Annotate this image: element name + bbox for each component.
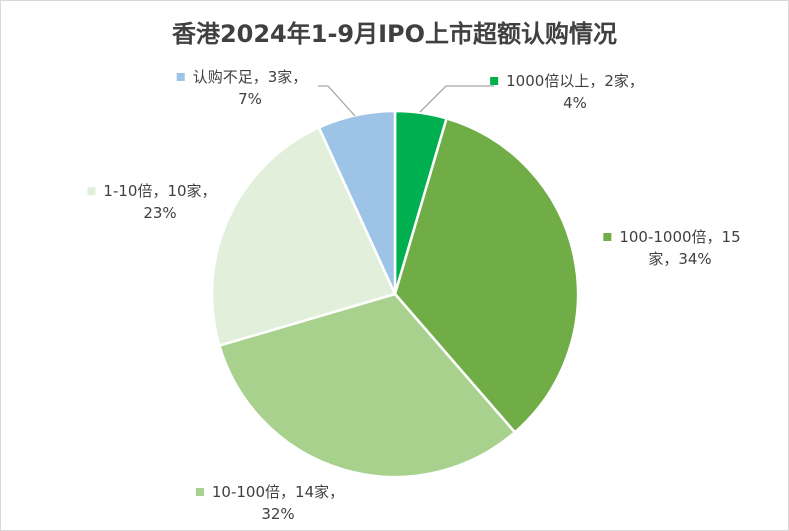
leader-line-4 [318,85,356,117]
data-label-text: 认购不足，3家， [193,68,308,86]
pie-slice-3 [210,125,397,348]
data-label-percent: 7% [238,90,262,108]
data-label-text: 1000倍以上，2家， [506,72,644,90]
data-label-3: 1-10倍，10家， 23% [103,182,216,222]
data-label-text: 1-10倍，10家， [103,182,216,200]
data-label-percent: 4% [563,94,587,112]
data-label-percent: 家，34% [648,250,711,268]
label-key-1 [603,233,612,241]
data-label-text: 10-100倍，14家， [212,483,344,501]
data-label-1: 100-1000倍，15 家，34% [619,228,740,268]
data-label-2: 10-100倍，14家， 32% [212,483,344,523]
label-key-4 [176,73,185,81]
label-key-3 [87,187,96,195]
chart-title: 香港2024年1-9月IPO上市超额认购情况 [171,20,618,48]
leader-line-0 [419,85,494,113]
data-label-4: 认购不足，3家， 7% [193,68,308,108]
data-label-text: 100-1000倍，15 [619,228,740,246]
data-label-0: 1000倍以上，2家， 4% [506,72,644,112]
pie-slice-4 [317,109,397,295]
pie-slice-2 [217,292,517,479]
data-label-percent: 23% [143,204,176,222]
data-label-percent: 32% [261,505,294,523]
label-key-2 [195,488,204,496]
pie-slice-1 [393,116,580,435]
label-key-0 [490,77,499,85]
